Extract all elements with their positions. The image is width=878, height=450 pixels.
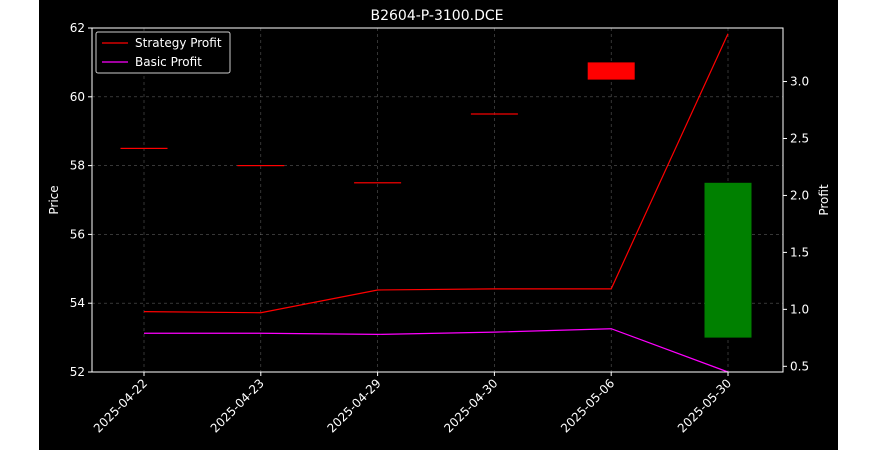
line-strategy-profit xyxy=(143,33,729,314)
legend-box xyxy=(95,31,231,74)
y-tick-label-right: 0.5 xyxy=(790,359,809,373)
y-tick-label-left: 60 xyxy=(70,90,85,104)
y-axis-left-label: Price xyxy=(47,185,61,214)
candle xyxy=(470,113,518,115)
y-axis-right-label: Profit xyxy=(817,184,831,216)
candle xyxy=(237,165,285,167)
y-tick-label-left: 54 xyxy=(70,296,85,310)
y-tick-label-left: 52 xyxy=(70,365,85,379)
y-tick-label-left: 62 xyxy=(70,21,85,35)
y-tick-label-left: 56 xyxy=(70,227,85,241)
candles xyxy=(120,62,752,338)
line-basic-profit xyxy=(144,328,729,373)
candle xyxy=(120,147,168,149)
y-tick-label-right: 2.5 xyxy=(790,131,809,145)
y-tick-label-left: 58 xyxy=(70,159,85,173)
candle xyxy=(354,182,402,184)
y-tick-label-right: 1.5 xyxy=(790,245,809,259)
candle xyxy=(587,62,635,80)
chart-title: B2604-P-3100.DCE xyxy=(371,8,504,24)
y-tick-label-right: 2.0 xyxy=(790,188,809,202)
plot-frame xyxy=(91,27,784,373)
y-tick-label-right: 1.0 xyxy=(790,302,809,316)
y-tick-label-right: 3.0 xyxy=(790,75,809,89)
legend: Strategy Profit Basic Profit xyxy=(95,31,231,74)
legend-label-basic-profit: Basic Profit xyxy=(135,55,202,69)
legend-label-strategy-profit: Strategy Profit xyxy=(135,36,222,50)
candle xyxy=(704,182,752,338)
profit-lines xyxy=(143,33,729,373)
